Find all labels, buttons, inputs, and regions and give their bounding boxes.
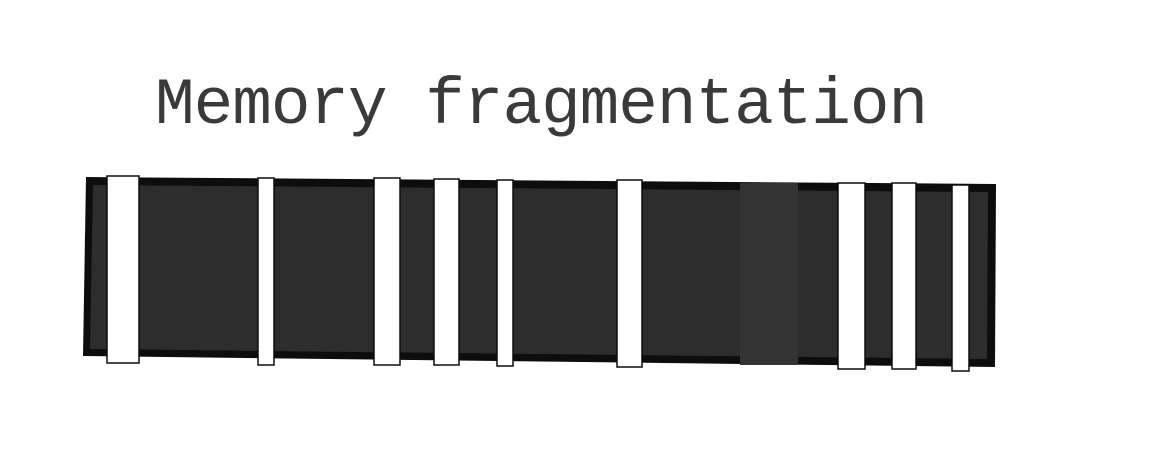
free-gap [257, 177, 275, 366]
allocated-block-shaded [740, 183, 798, 365]
diagram-title: Memory fragmentation [155, 68, 928, 143]
free-gap [837, 182, 866, 370]
free-gap [106, 175, 140, 364]
free-gap [433, 178, 460, 366]
free-gap [373, 177, 401, 366]
free-gap [616, 179, 643, 368]
free-gaps [106, 175, 970, 372]
free-gap [891, 182, 917, 370]
free-gap [496, 179, 514, 367]
free-gap [951, 184, 970, 372]
